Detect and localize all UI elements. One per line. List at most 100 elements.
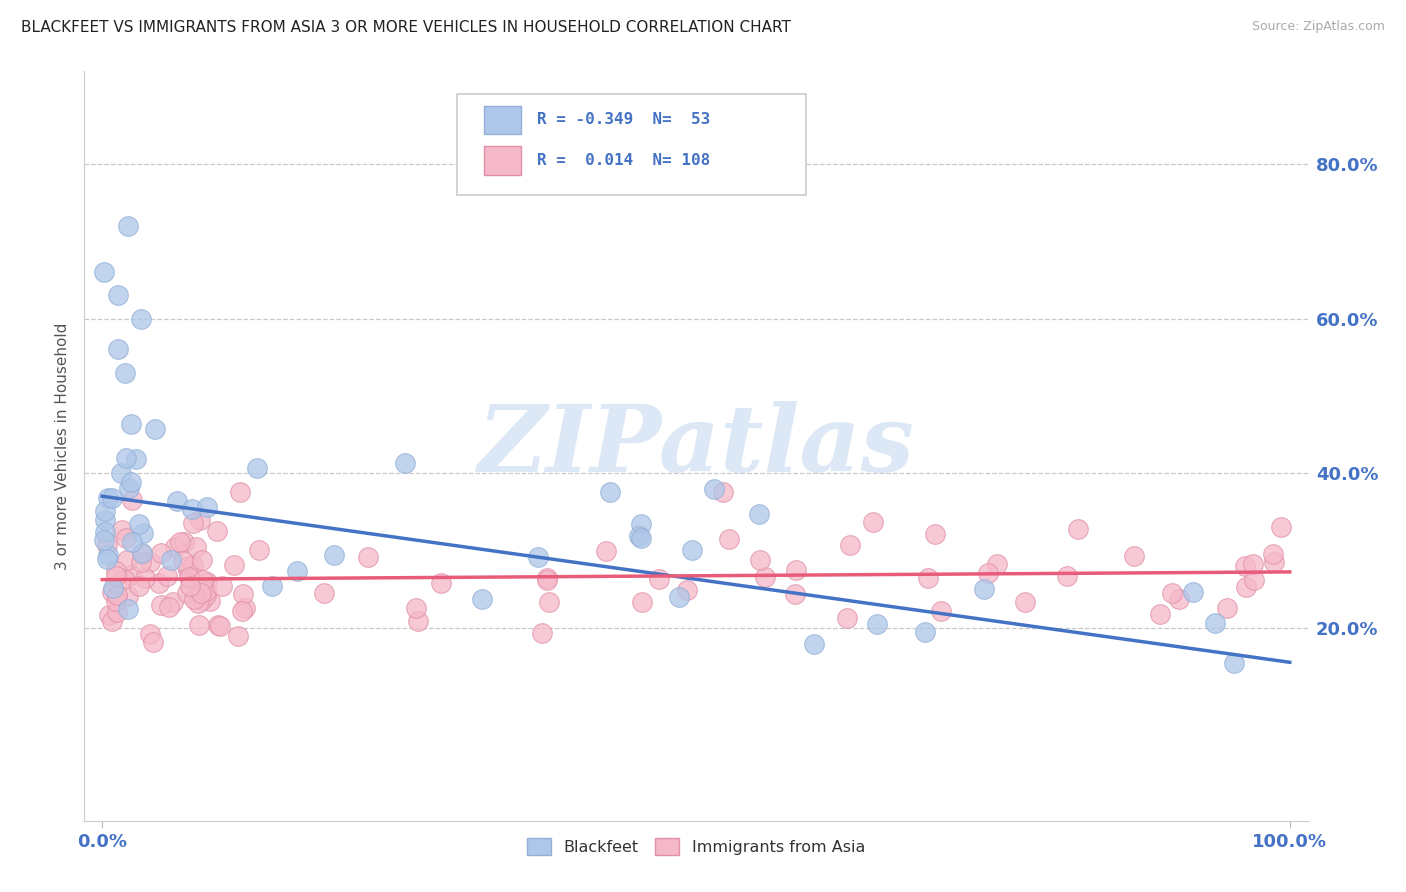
Point — [595, 543, 617, 558]
Point — [94, 513, 117, 527]
Point — [96, 552, 118, 566]
Point — [198, 594, 221, 608]
Point — [211, 579, 233, 593]
Point — [1204, 616, 1226, 631]
Point — [173, 535, 195, 549]
Point — [246, 461, 269, 475]
Point — [120, 568, 142, 582]
Point — [129, 555, 152, 569]
Point — [195, 500, 218, 514]
Point — [118, 482, 141, 496]
Point — [231, 604, 253, 618]
Point — [94, 525, 117, 540]
Point — [1014, 595, 1036, 609]
Point — [526, 549, 548, 564]
Point — [115, 553, 138, 567]
Text: ZIPatlas: ZIPatlas — [478, 401, 914, 491]
Point — [181, 558, 204, 573]
Point — [172, 553, 194, 567]
Point — [599, 485, 621, 500]
Point — [1181, 585, 1204, 599]
Point — [977, 566, 1000, 580]
Point — [973, 582, 995, 597]
Point — [101, 614, 124, 628]
Text: R = -0.349  N=  53: R = -0.349 N= 53 — [537, 112, 710, 128]
Point — [190, 586, 212, 600]
Point — [128, 579, 150, 593]
Point — [142, 634, 165, 648]
Point — [1263, 555, 1285, 569]
Point — [97, 608, 120, 623]
Point — [177, 558, 200, 573]
Point — [1270, 520, 1292, 534]
Point — [287, 564, 309, 578]
Point — [114, 366, 136, 380]
Point — [668, 590, 690, 604]
Point — [97, 548, 120, 562]
Point — [110, 523, 132, 537]
Point — [1167, 592, 1189, 607]
Point — [157, 600, 180, 615]
Point — [107, 605, 129, 619]
Point — [97, 491, 120, 505]
Point — [183, 592, 205, 607]
Point — [177, 563, 200, 577]
Point — [186, 596, 208, 610]
Point — [713, 485, 735, 500]
Point — [703, 483, 725, 497]
Point — [105, 588, 128, 602]
Point — [536, 573, 558, 587]
Point — [837, 611, 859, 625]
Point — [986, 557, 1008, 571]
Point — [125, 452, 148, 467]
Point — [149, 546, 172, 560]
Point — [191, 574, 214, 588]
Point — [207, 618, 229, 632]
Point — [226, 629, 249, 643]
Point — [131, 525, 153, 540]
Point — [208, 619, 231, 633]
Point — [924, 526, 946, 541]
Point — [630, 531, 652, 545]
Point — [105, 589, 128, 603]
Point — [531, 625, 554, 640]
Point — [233, 600, 256, 615]
Point — [139, 556, 162, 570]
Legend: Blackfeet, Immigrants from Asia: Blackfeet, Immigrants from Asia — [520, 832, 872, 862]
Point — [676, 583, 699, 598]
Point — [471, 591, 494, 606]
Point — [184, 540, 207, 554]
Point — [262, 579, 284, 593]
Point — [1067, 522, 1090, 536]
Point — [803, 637, 825, 651]
Point — [134, 570, 156, 584]
Point — [117, 602, 139, 616]
Point — [121, 535, 143, 549]
Point — [1263, 547, 1285, 561]
Point — [357, 550, 380, 565]
Point — [748, 553, 770, 567]
Point — [117, 589, 139, 603]
Point — [94, 503, 117, 517]
Point — [247, 543, 270, 558]
Point — [1149, 607, 1171, 621]
Point — [914, 625, 936, 640]
Point — [838, 537, 860, 551]
Point — [1243, 573, 1265, 587]
Point — [129, 311, 152, 326]
Point — [681, 542, 703, 557]
Point — [139, 627, 162, 641]
Point — [232, 587, 254, 601]
Point — [120, 475, 142, 489]
Point — [754, 570, 776, 584]
Point — [717, 532, 740, 546]
Text: Source: ZipAtlas.com: Source: ZipAtlas.com — [1251, 20, 1385, 33]
Point — [131, 546, 153, 560]
Point — [114, 450, 136, 465]
Point — [179, 579, 201, 593]
Point — [627, 529, 650, 543]
Point — [187, 618, 209, 632]
Point — [104, 594, 127, 608]
Point — [195, 575, 218, 590]
Point — [115, 531, 138, 545]
